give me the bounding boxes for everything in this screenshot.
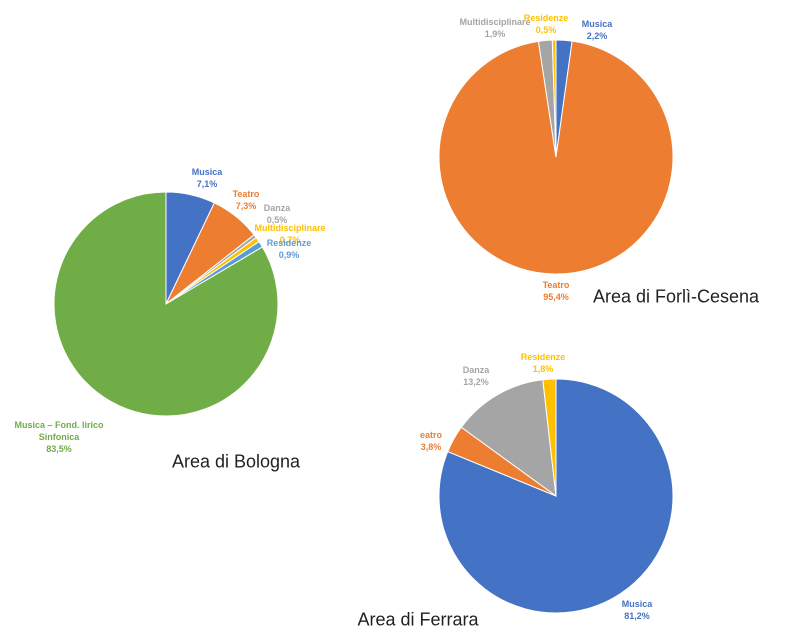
- slice-value: 95,4%: [543, 292, 569, 302]
- chart-title: Area di Bologna: [171, 451, 301, 472]
- slice-value: 7,3%: [235, 201, 257, 211]
- pie-slice: [551, 39, 557, 158]
- slice-label: Danza 0,5%: [264, 202, 291, 226]
- pie-slice: [438, 378, 674, 614]
- slice-name: Residenze: [266, 238, 312, 248]
- slice-value: 0,5%: [535, 25, 557, 35]
- pie-slice: [438, 40, 674, 275]
- slice-name: Multidisciplinare: [459, 17, 531, 27]
- slice-name: Teatro: [232, 189, 260, 199]
- slice-value: 81,2%: [624, 611, 650, 621]
- slice-label: Musica 81,2%: [622, 598, 653, 622]
- slice-label: Residenze 0,9%: [267, 237, 312, 261]
- slice-label: Teatro 7,3%: [233, 188, 260, 212]
- chart-title: Area di Ferrara: [357, 609, 479, 629]
- slice-value: 0,9%: [278, 250, 300, 260]
- slice-value: 1,8%: [532, 364, 554, 374]
- slice-label: Musica – Fond. lirico Sinfonica 83,5%: [4, 419, 114, 455]
- slice-label: eatro 3,8%: [420, 429, 442, 453]
- slice-name: Residenze: [523, 13, 569, 23]
- slice-label: Danza 13,2%: [463, 364, 490, 388]
- slice-label: Multidisciplinare 0,7%: [254, 222, 325, 246]
- slice-name: Musica: [581, 19, 613, 29]
- slice-label: Musica 2,2%: [582, 18, 613, 42]
- slice-name: Teatro: [542, 280, 570, 290]
- slice-name: Danza: [462, 365, 490, 375]
- slice-name: eatro: [419, 430, 443, 440]
- slice-value: 3,8%: [420, 442, 442, 452]
- slice-label: Musica 7,1%: [192, 166, 223, 190]
- slice-value: 2,2%: [586, 31, 608, 41]
- slice-label: Residenze 1,8%: [521, 351, 566, 375]
- slice-name: Musica: [621, 599, 653, 609]
- slice-value: 0,7%: [279, 235, 301, 245]
- slice-label: Residenze 0,5%: [524, 12, 569, 36]
- slice-value: 7,1%: [196, 179, 218, 189]
- pie-slice: [542, 378, 557, 497]
- slice-label: Teatro 95,4%: [543, 279, 570, 303]
- chart-title: Area di Forlì-Cesena: [592, 286, 760, 307]
- slice-value: 13,2%: [463, 377, 489, 387]
- pie-slice: [53, 191, 279, 417]
- slice-name: Multidisciplinare: [254, 223, 326, 233]
- slice-value: 1,9%: [484, 29, 506, 39]
- slice-label: Multidisciplinare 1,9%: [459, 16, 530, 40]
- slice-name: Musica – Fond. lirico Sinfonica: [14, 420, 104, 442]
- slice-name: Residenze: [520, 352, 566, 362]
- slice-value: 83,5%: [46, 444, 72, 454]
- slice-value: 0,5%: [266, 215, 288, 225]
- slice-name: Danza: [263, 203, 291, 213]
- slice-name: Musica: [191, 167, 223, 177]
- pie-slice: [460, 379, 557, 498]
